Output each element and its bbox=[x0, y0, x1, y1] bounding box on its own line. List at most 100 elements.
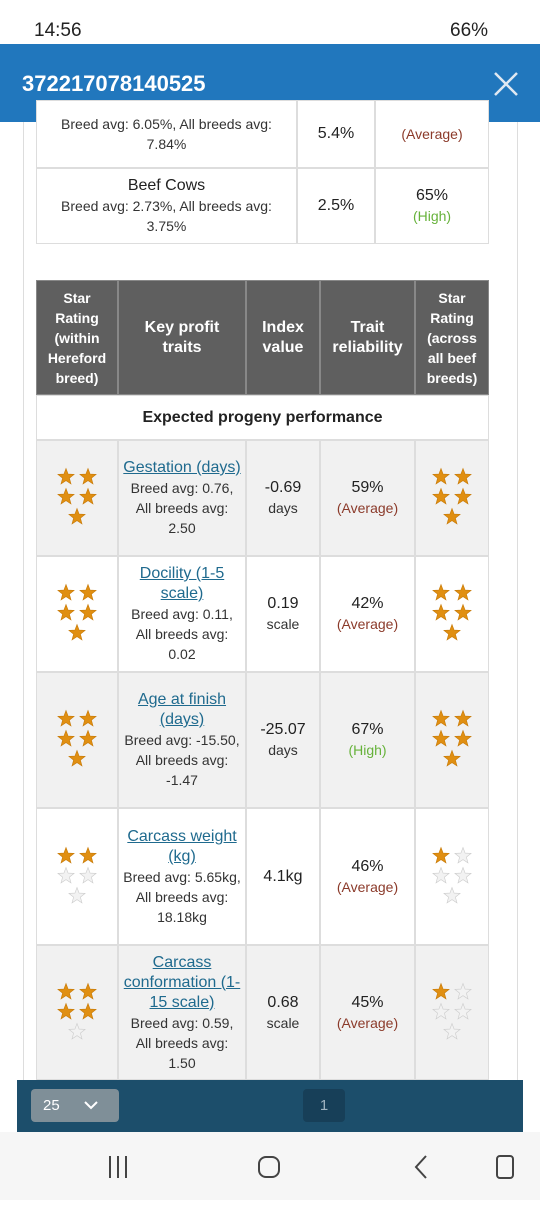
table-cell: 4.1kg bbox=[246, 808, 320, 945]
star bbox=[79, 709, 97, 727]
trait-note: Breed avg: 0.76, All breeds avg: 2.50 bbox=[130, 480, 234, 536]
row-note: Breed avg: 6.05%, All breeds avg: 7.84% bbox=[61, 116, 272, 152]
star bbox=[57, 467, 75, 485]
reliability-level: (Average) bbox=[336, 878, 399, 895]
reliability: 46% bbox=[351, 857, 384, 875]
page-size-select[interactable]: 25 bbox=[31, 1089, 119, 1122]
column-header: Index value bbox=[262, 318, 304, 356]
table-cell: Star Rating (within Hereford breed) bbox=[36, 280, 118, 395]
table-cell: Docility (1-5 scale) Breed avg: 0.11, All… bbox=[118, 556, 246, 672]
star bbox=[443, 1022, 461, 1040]
star-rating bbox=[57, 846, 97, 904]
reliability-level: (Average) bbox=[336, 616, 399, 632]
trait-note: Breed avg: 5.65kg, All breeds avg: 18.18… bbox=[123, 868, 241, 925]
star bbox=[432, 1002, 450, 1020]
star bbox=[79, 583, 97, 601]
table-cell: 0.68 scale bbox=[246, 945, 320, 1080]
table-cell: 5.4% bbox=[297, 100, 375, 168]
star bbox=[57, 583, 75, 601]
table-cell: (Average) bbox=[375, 100, 489, 168]
reliability: 59% bbox=[351, 479, 384, 496]
index-value: -0.69 bbox=[264, 479, 302, 496]
table-cell: Carcass weight (kg) Breed avg: 5.65kg, Al… bbox=[118, 808, 246, 945]
star-rating bbox=[432, 467, 472, 525]
table-cell: Age at finish (days) Breed avg: -15.50, A… bbox=[118, 672, 246, 808]
table-cell bbox=[415, 945, 489, 1080]
table-cell: 46% (Average) bbox=[320, 808, 415, 945]
trait-link[interactable]: Carcass conformation (1-15 scale) bbox=[123, 953, 241, 1011]
column-header: Key profit traits bbox=[144, 318, 220, 356]
row-value: 2.5% bbox=[317, 197, 355, 214]
reliability: 67% bbox=[351, 721, 384, 738]
table-cell: 67% (High) bbox=[320, 672, 415, 808]
close-button[interactable] bbox=[492, 70, 520, 98]
table-cell: 65% (High) bbox=[375, 168, 489, 244]
star bbox=[57, 603, 75, 621]
star bbox=[79, 982, 97, 1000]
star bbox=[432, 846, 450, 864]
table-cell bbox=[36, 440, 118, 556]
star bbox=[443, 507, 461, 525]
table-cell: Index value bbox=[246, 280, 320, 395]
trait-link[interactable]: Gestation (days) bbox=[123, 459, 241, 476]
table-cell: Key profit traits bbox=[118, 280, 246, 395]
reliability: 45% bbox=[351, 993, 384, 1011]
star bbox=[454, 729, 472, 747]
star bbox=[68, 623, 86, 641]
table-cell: -25.07 days bbox=[246, 672, 320, 808]
table-cell: 45% (Average) bbox=[320, 945, 415, 1080]
star bbox=[443, 749, 461, 767]
battery: 66% bbox=[450, 20, 489, 41]
pagination-bar: 25 1 bbox=[17, 1080, 523, 1132]
index-value: 0.19 bbox=[267, 595, 299, 612]
star bbox=[79, 866, 97, 884]
table-cell: Trait reliability bbox=[320, 280, 415, 395]
status-bar: 14:56 66% bbox=[0, 0, 540, 44]
star-rating bbox=[432, 709, 472, 767]
star bbox=[454, 982, 472, 1000]
column-header: Trait reliability bbox=[332, 318, 403, 356]
star bbox=[432, 709, 450, 727]
table-cell bbox=[415, 672, 489, 808]
star bbox=[68, 749, 86, 767]
page-size: 25 bbox=[43, 1097, 60, 1114]
nav-icons bbox=[109, 1155, 514, 1179]
table-cell: 2.5% bbox=[297, 168, 375, 244]
star bbox=[79, 1002, 97, 1020]
star-rating bbox=[57, 467, 97, 525]
star bbox=[57, 487, 75, 505]
index-value: 4.1kg bbox=[263, 867, 303, 885]
table-cell bbox=[415, 808, 489, 945]
star bbox=[68, 507, 86, 525]
index-value: -25.07 bbox=[260, 721, 306, 738]
star bbox=[432, 467, 450, 485]
star bbox=[454, 709, 472, 727]
row-label: Beef Cows bbox=[127, 177, 206, 194]
trait-note: Breed avg: 0.11, All breeds avg: 0.02 bbox=[131, 606, 233, 662]
reliability-level: (Average) bbox=[336, 500, 399, 516]
star bbox=[57, 982, 75, 1000]
table-cell: Beef Cows Breed avg: 2.73%, All breeds av… bbox=[36, 168, 297, 244]
reliability: 65% bbox=[415, 187, 449, 204]
star bbox=[432, 982, 450, 1000]
table-cell bbox=[415, 440, 489, 556]
star bbox=[79, 846, 97, 864]
trait-link[interactable]: Age at finish (days) bbox=[137, 691, 227, 728]
star bbox=[443, 623, 461, 641]
index-value: 0.68 bbox=[267, 993, 299, 1011]
star bbox=[432, 729, 450, 747]
header-title: 372217078140525 bbox=[22, 71, 206, 96]
star-rating bbox=[57, 709, 97, 767]
star bbox=[432, 487, 450, 505]
star bbox=[57, 729, 75, 747]
star-rating bbox=[432, 846, 472, 904]
table-cell: Expected progeny performance bbox=[36, 395, 489, 440]
star bbox=[454, 603, 472, 621]
table-cell bbox=[415, 556, 489, 672]
page-button[interactable]: 1 bbox=[303, 1089, 345, 1122]
star bbox=[68, 1022, 86, 1040]
trait-link[interactable]: Carcass weight (kg) bbox=[127, 827, 237, 865]
star-rating bbox=[432, 583, 472, 641]
trait-link[interactable]: Docility (1-5 scale) bbox=[139, 565, 225, 602]
